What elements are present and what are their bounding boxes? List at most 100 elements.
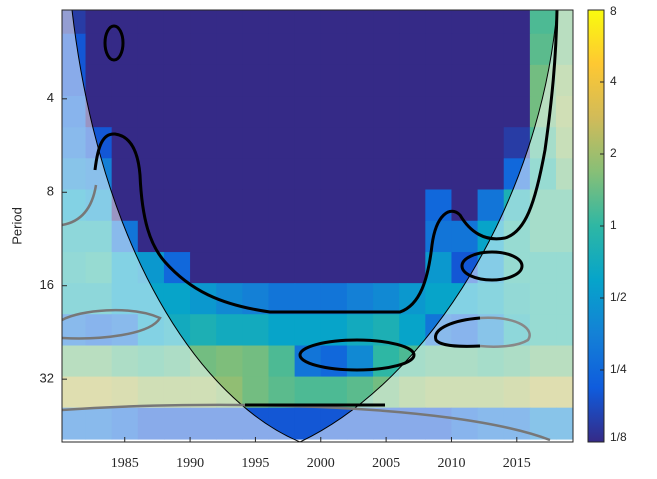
heatmap-cell: [320, 345, 348, 378]
heatmap-cell: [216, 127, 243, 159]
heatmap-cell: [85, 33, 113, 66]
heatmap-cell: [399, 189, 426, 222]
heatmap-cell: [163, 33, 191, 66]
heatmap-cell: [294, 10, 322, 35]
heatmap-cell: [294, 314, 322, 347]
heatmap-cell: [294, 64, 322, 97]
heatmap-cell: [268, 283, 296, 315]
heatmap-cell: [477, 33, 505, 66]
heatmap-cell: [320, 64, 348, 97]
heatmap-cell: [320, 283, 348, 315]
heatmap-cell: [320, 220, 348, 253]
heatmap-cell: [242, 158, 270, 191]
heatmap-cell: [163, 64, 191, 97]
heatmap-cell: [425, 96, 453, 128]
heatmap-cell: [242, 33, 270, 66]
heatmap-cell: [346, 96, 374, 128]
heatmap-cell: [399, 96, 426, 128]
colorbar-tick-label: 2: [610, 146, 617, 160]
y-tick-label: 32: [40, 371, 54, 386]
heatmap-cell: [137, 10, 165, 35]
heatmap-cell: [346, 33, 374, 66]
x-tick-label: 2015: [503, 456, 531, 471]
heatmap-cell: [477, 189, 505, 222]
heatmap-cell: [373, 158, 400, 191]
heatmap-cell: [111, 64, 139, 97]
heatmap-cell: [242, 345, 270, 378]
heatmap-cell: [111, 127, 139, 159]
overlays: [62, 10, 573, 442]
contour-small: [298, 338, 416, 372]
heatmap-cell: [477, 158, 505, 191]
x-tick-label: 1995: [241, 456, 269, 471]
heatmap-cell: [503, 33, 531, 66]
contour-small: [103, 24, 125, 62]
cone-shade-right: [300, 10, 573, 442]
heatmap-cell: [294, 158, 322, 191]
heatmap-cell: [268, 376, 296, 409]
heatmap-cell: [346, 158, 374, 191]
heatmap-cell: [268, 345, 296, 378]
heatmap-cell: [190, 33, 217, 66]
x-tick-label: 2010: [437, 456, 465, 471]
heatmap-cell: [163, 189, 191, 222]
colorbar-tick-label: 1: [610, 218, 617, 232]
heatmap-cell: [242, 376, 270, 409]
heatmap-cell: [346, 252, 374, 284]
heatmap-cell: [451, 64, 479, 97]
heatmap-cell: [163, 10, 191, 35]
y-tick-label: 16: [40, 277, 54, 292]
heatmap-cell: [373, 10, 400, 35]
x-tick-label: 1990: [176, 456, 204, 471]
heatmap-cell: [477, 127, 505, 159]
heatmap-cell: [320, 252, 348, 284]
heatmap-cell: [242, 189, 270, 222]
heatmap-cell: [373, 96, 400, 128]
heatmap-cell: [320, 96, 348, 128]
heatmap-cell: [425, 220, 453, 253]
heatmap-cell: [190, 314, 217, 347]
heatmap-cell: [190, 127, 217, 159]
heatmap-cell: [399, 314, 426, 347]
heatmap-cell: [320, 10, 348, 35]
heatmap-cell: [320, 127, 348, 159]
heatmap-cell: [242, 127, 270, 159]
contour-gray: [62, 184, 551, 442]
heatmap-cell: [137, 64, 165, 97]
heatmap-cell: [268, 33, 296, 66]
heatmap-cell: [242, 314, 270, 347]
heatmap-cell: [294, 189, 322, 222]
heatmap-cell: [373, 33, 400, 66]
heatmap-cell: [111, 96, 139, 128]
heatmap-cell: [268, 158, 296, 191]
heatmap-cell: [294, 252, 322, 284]
heatmap-cell: [320, 189, 348, 222]
heatmap-cell: [190, 10, 217, 35]
heatmap-cell: [294, 283, 322, 315]
colorbar-tick-label: 1/2: [610, 290, 627, 304]
heatmap-cell: [85, 64, 113, 97]
heatmap-cell: [216, 189, 243, 222]
heatmap-cell: [268, 314, 296, 347]
heatmap-cell: [425, 64, 453, 97]
heatmap-cell: [190, 96, 217, 128]
heatmap-cell: [373, 189, 400, 222]
contour-small: [434, 316, 481, 348]
heatmap-cell: [373, 283, 400, 315]
heatmap-cell: [268, 252, 296, 284]
heatmap-cell: [163, 283, 191, 315]
x-tick-label: 2005: [372, 456, 400, 471]
heatmap-cell: [216, 64, 243, 97]
heatmap-cell: [451, 220, 479, 253]
contour-gray: [479, 316, 531, 348]
colorbar-tick-label: 1/4: [610, 362, 627, 376]
heatmap-cell: [163, 252, 191, 284]
heatmap-cell: [477, 10, 505, 35]
heatmap-cell: [216, 252, 243, 284]
y-axis-label: Period: [9, 207, 24, 245]
heatmap-cell: [320, 158, 348, 191]
heatmap-cell: [346, 189, 374, 222]
heatmap-cell: [190, 252, 217, 284]
heatmap-cell: [451, 96, 479, 128]
heatmap-cell: [190, 64, 217, 97]
